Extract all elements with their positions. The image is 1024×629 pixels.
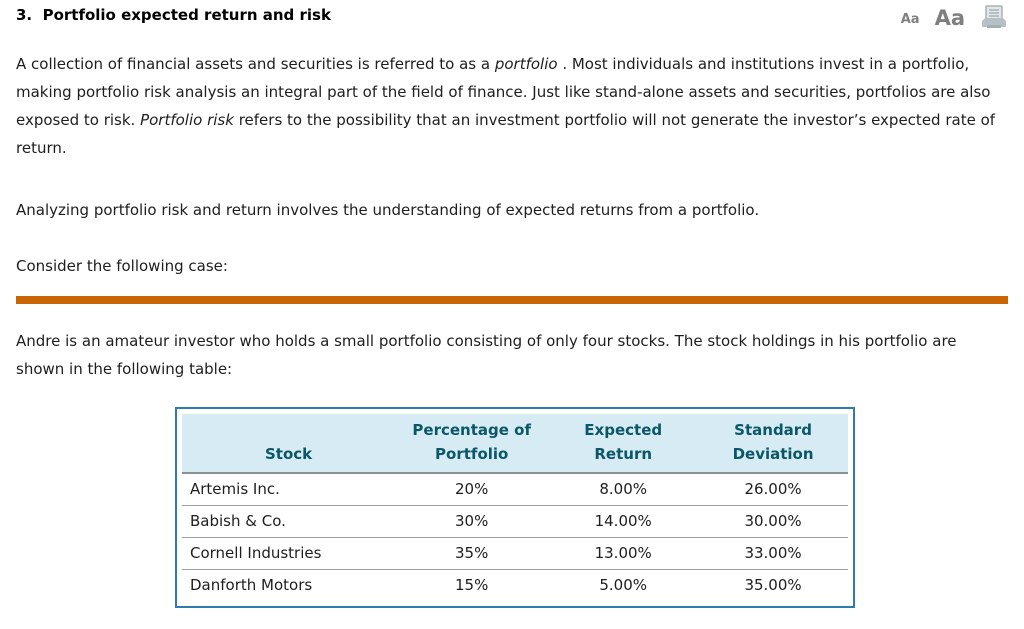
reader-controls: Aa Aa xyxy=(901,5,1008,29)
holdings-table-body: Artemis Inc. 20% 8.00% 26.00% Babish & Co. 30… xyxy=(182,473,848,601)
holdings-table: Stock Percentage of Portfolio Expected R… xyxy=(175,407,855,608)
cell-stock: Cornell Industries xyxy=(182,537,396,570)
cell-percentage-of-portfolio: 35% xyxy=(395,537,549,570)
text-run: refers to the possibility that an invest… xyxy=(16,111,996,157)
section-divider xyxy=(16,296,1008,304)
cell-percentage-of-portfolio: 30% xyxy=(395,505,549,538)
table-row: Danforth Motors 15% 5.00% 35.00% xyxy=(182,569,848,601)
text-run: A collection of financial assets and sec… xyxy=(16,55,495,73)
italic-term: Portfolio risk xyxy=(140,111,234,129)
table-header-row: Stock Percentage of Portfolio Expected R… xyxy=(182,414,848,474)
table-row: Artemis Inc. 20% 8.00% 26.00% xyxy=(182,473,848,506)
italic-term: portfolio xyxy=(494,55,558,73)
table-row: Babish & Co. 30% 14.00% 30.00% xyxy=(182,505,848,538)
cell-expected-return: 13.00% xyxy=(548,537,699,570)
cell-standard-deviation: 26.00% xyxy=(698,473,848,506)
page-title: 3. Portfolio expected return and risk xyxy=(16,6,331,24)
top-bar: 3. Portfolio expected return and risk Aa… xyxy=(16,0,1008,30)
cell-percentage-of-portfolio: 20% xyxy=(395,473,549,506)
intro-paragraph: A collection of financial assets and sec… xyxy=(16,50,1006,162)
cell-stock: Danforth Motors xyxy=(182,569,396,601)
cell-stock: Artemis Inc. xyxy=(182,473,396,506)
font-size-large-button[interactable]: Aa xyxy=(934,6,965,30)
cell-stock: Babish & Co. xyxy=(182,505,396,538)
cell-standard-deviation: 30.00% xyxy=(698,505,848,538)
consider-label: Consider the following case: xyxy=(16,257,228,275)
cell-expected-return: 5.00% xyxy=(548,569,699,601)
printer-icon[interactable] xyxy=(980,5,1008,29)
text-run: . Most individuals and institutions inve… xyxy=(16,55,991,129)
cell-percentage-of-portfolio: 15% xyxy=(395,569,549,601)
cell-standard-deviation: 35.00% xyxy=(698,569,848,601)
holdings-table-grid: Stock Percentage of Portfolio Expected R… xyxy=(182,414,848,601)
cell-expected-return: 8.00% xyxy=(548,473,699,506)
col-header-standard-deviation: Standard Deviation xyxy=(698,414,848,474)
table-row: Cornell Industries 35% 13.00% 33.00% xyxy=(182,537,848,570)
col-header-stock: Stock xyxy=(182,414,396,474)
col-header-expected-return: Expected Return xyxy=(548,414,699,474)
col-header-percentage-of-portfolio: Percentage of Portfolio xyxy=(395,414,549,474)
cell-standard-deviation: 33.00% xyxy=(698,537,848,570)
analyzing-paragraph: Analyzing portfolio risk and return invo… xyxy=(16,201,760,219)
font-size-small-button[interactable]: Aa xyxy=(900,12,920,27)
cell-expected-return: 14.00% xyxy=(548,505,699,538)
case-paragraph: Andre is an amateur investor who holds a… xyxy=(16,332,957,378)
